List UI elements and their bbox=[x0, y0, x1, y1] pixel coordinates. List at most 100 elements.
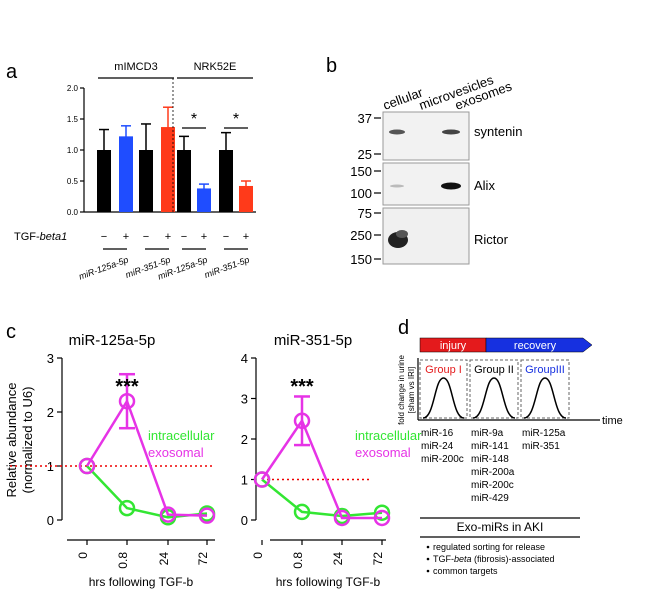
bar bbox=[239, 185, 253, 212]
box-title: Exo-miRs in AKI bbox=[457, 520, 544, 534]
panel-label: d bbox=[398, 317, 409, 339]
group-box bbox=[469, 359, 519, 419]
bullet-part: regulated sorting for release bbox=[433, 542, 545, 552]
marker bbox=[293, 503, 311, 521]
x-axis-label: hrs following TGF-b bbox=[89, 575, 194, 589]
bar bbox=[119, 136, 133, 212]
marker-label: 25 bbox=[358, 147, 372, 162]
group-label: Group II bbox=[474, 364, 514, 376]
legend-label: exosomal bbox=[148, 445, 204, 460]
line bbox=[261, 478, 383, 518]
marker bbox=[333, 509, 351, 527]
x-tick-label: 24 bbox=[157, 552, 171, 566]
bullet-text: TGF-beta (fibrosis)-associated bbox=[433, 554, 555, 564]
mir-label: miR-200a bbox=[471, 467, 515, 478]
x-axis-label: hrs following TGF-b bbox=[276, 575, 381, 589]
x-tick-label: 0.8 bbox=[116, 552, 130, 569]
mir-label: miR-148 bbox=[471, 454, 509, 465]
y-tick-label: 1.5 bbox=[67, 115, 79, 124]
marker-label: 150 bbox=[350, 164, 372, 179]
group-label: Group I bbox=[425, 364, 462, 376]
bullet bbox=[426, 569, 430, 573]
panel-label: c bbox=[6, 321, 16, 343]
bullet-part: beta bbox=[454, 554, 472, 564]
bullet bbox=[426, 545, 430, 549]
group-label-bg bbox=[472, 363, 516, 376]
mir-label: miR-200c bbox=[421, 454, 464, 465]
line bbox=[86, 465, 208, 519]
sig-star: * bbox=[191, 111, 197, 128]
bar bbox=[161, 127, 175, 212]
bullet-text: regulated sorting for release bbox=[433, 542, 545, 552]
blot bbox=[382, 111, 470, 265]
phase-bar bbox=[485, 337, 593, 353]
bullet-part: TGF- bbox=[433, 554, 454, 564]
marker bbox=[198, 507, 216, 524]
legend-label: intracellular bbox=[355, 428, 422, 443]
phase-label: injury bbox=[440, 340, 467, 352]
phase-label: recovery bbox=[514, 340, 557, 352]
y-tick-label: 3 bbox=[47, 351, 54, 366]
y-axis-label: (normalized to U6) bbox=[20, 387, 35, 494]
panel-label: a bbox=[6, 61, 18, 83]
mir-label: miR-200c bbox=[471, 480, 514, 491]
y-tick-label: 2.0 bbox=[67, 84, 79, 93]
x-tick-label: 72 bbox=[371, 552, 385, 566]
x-tick-label: miR-351-5p bbox=[203, 254, 251, 279]
curve bbox=[422, 377, 465, 419]
y-tick-label: 2 bbox=[241, 432, 248, 447]
group-box bbox=[419, 359, 468, 419]
y-axis-label: fold change in urine bbox=[397, 355, 406, 425]
mir-label: miR-351 bbox=[522, 441, 560, 452]
y-tick-label: 1.0 bbox=[67, 146, 79, 155]
x-tick-label: miR-125a-5p bbox=[77, 254, 129, 281]
mir-label: miR-9a bbox=[471, 428, 504, 439]
x-tick-label: 0.8 bbox=[291, 552, 305, 569]
treatment-sign: + bbox=[123, 231, 129, 243]
treatment-sign: − bbox=[101, 231, 107, 243]
group-label: GroupIII bbox=[525, 364, 565, 376]
marker bbox=[78, 457, 96, 475]
bullet-part: (fibrosis)-associated bbox=[472, 554, 555, 564]
marker bbox=[118, 499, 136, 517]
y-axis-label: [sham vs IRI] bbox=[407, 367, 416, 414]
marker-label: 75 bbox=[358, 206, 372, 221]
y-tick-label: 0 bbox=[241, 513, 248, 528]
treatment-label: TGF-beta1 bbox=[14, 231, 67, 243]
bar bbox=[139, 150, 153, 212]
cell-line-label: mIMCD3 bbox=[114, 61, 157, 73]
treatment-sign: − bbox=[181, 231, 187, 243]
bar bbox=[97, 150, 111, 212]
annotation: *** bbox=[290, 376, 314, 398]
group-label-bg bbox=[523, 363, 567, 376]
treatment-italic: beta1 bbox=[40, 231, 68, 243]
marker bbox=[118, 392, 136, 410]
mir-label: miR-16 bbox=[421, 428, 454, 439]
legend-label: intracellular bbox=[148, 428, 215, 443]
bullet-part: common targets bbox=[433, 566, 498, 576]
protein-label: Alix bbox=[474, 178, 495, 193]
bullet bbox=[426, 557, 430, 561]
marker bbox=[293, 412, 311, 430]
x-tick-label: 0 bbox=[76, 552, 90, 559]
marker bbox=[373, 509, 391, 527]
x-tick-label: 0 bbox=[251, 552, 265, 559]
cell-line-label: NRK52E bbox=[194, 61, 237, 73]
mir-label: miR-429 bbox=[471, 493, 509, 504]
panel-label: b bbox=[326, 55, 337, 77]
chart-title: miR-125a-5p bbox=[69, 332, 156, 349]
x-tick-label: 72 bbox=[196, 552, 210, 566]
marker-label: 100 bbox=[350, 186, 372, 201]
treatment-sign: + bbox=[243, 231, 249, 243]
treatment-sign: − bbox=[143, 231, 149, 243]
y-tick-label: 3 bbox=[241, 392, 248, 407]
mir-label: miR-141 bbox=[471, 441, 509, 452]
y-tick-label: 0.5 bbox=[67, 177, 79, 186]
curve bbox=[472, 377, 516, 419]
bar bbox=[197, 188, 211, 212]
bar bbox=[177, 150, 191, 212]
sig-star: * bbox=[233, 111, 239, 128]
marker-label: 150 bbox=[350, 252, 372, 267]
bar bbox=[219, 150, 233, 212]
bullet-text: common targets bbox=[433, 566, 498, 576]
